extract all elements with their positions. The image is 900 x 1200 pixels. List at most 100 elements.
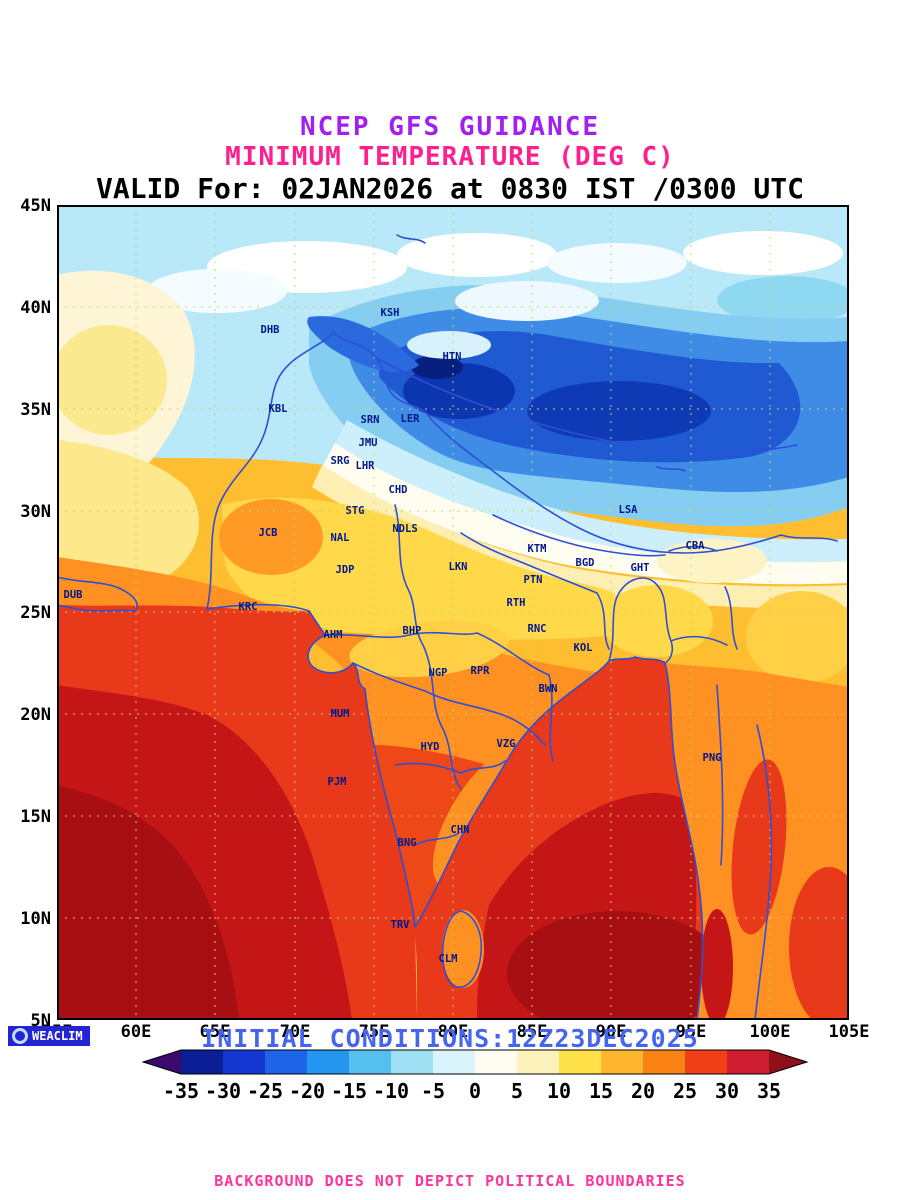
map-frame — [57, 205, 849, 1020]
station-label-krc: KRC — [238, 601, 258, 613]
station-label-dhb: DHB — [260, 324, 280, 336]
colorbar-tick: 25 — [673, 1079, 697, 1103]
colorbar-segment — [349, 1050, 391, 1074]
colorbar-segment — [475, 1050, 517, 1074]
station-label-srn: SRN — [360, 414, 380, 426]
colorbar-segment — [223, 1050, 265, 1074]
station-label-bhp: BHP — [402, 625, 422, 637]
lon-tick-90e: 90E — [595, 1022, 627, 1042]
lat-tick-10n: 10N — [20, 909, 51, 929]
station-label-cba: CBA — [685, 540, 705, 552]
colorbar-outline — [141, 1049, 809, 1075]
lon-tick-95e: 95E — [675, 1022, 707, 1042]
colorbar-tick: -5 — [421, 1079, 445, 1103]
colorbar-tick: -35 — [163, 1079, 199, 1103]
weaclim-logo-badge: WEACLIM — [8, 1026, 90, 1046]
station-label-rnc: RNC — [527, 623, 547, 635]
station-label-chd: CHD — [388, 484, 408, 496]
station-label-nal: NAL — [330, 532, 350, 544]
lon-tick-85e: 85E — [516, 1022, 548, 1042]
station-label-bng: BNG — [397, 837, 417, 849]
initial-conditions-text: INITIAL CONDITIONS:12Z23DEC2025 — [201, 1024, 699, 1053]
station-label-lsa: LSA — [618, 504, 638, 516]
station-label-kbl: KBL — [268, 403, 288, 415]
political-boundaries — [57, 234, 838, 1020]
colorbar-tick: -10 — [373, 1079, 409, 1103]
colorbar-tick: 30 — [715, 1079, 739, 1103]
lat-tick-45n: 45N — [20, 196, 51, 216]
station-label-ptn: PTN — [523, 574, 543, 586]
station-label-chn: CHN — [450, 824, 470, 836]
temperature-field-map — [57, 205, 849, 1020]
station-label-trv: TRV — [390, 919, 410, 931]
lon-tick-70e: 70E — [279, 1022, 311, 1042]
weaclim-logo-icon — [12, 1028, 28, 1044]
station-label-lhr: LHR — [355, 460, 375, 472]
map-panel: KSH DHB HTN KBL SRN LER JMU SRG LHR CHD … — [20, 196, 869, 1042]
station-label-rth: RTH — [506, 597, 526, 609]
lon-tick-75e: 75E — [358, 1022, 390, 1042]
station-label-clm: CLM — [438, 953, 458, 965]
title-valid-time: VALID For: 02JAN2026 at 0830 IST /0300 U… — [95, 172, 804, 205]
colorbar-tick: -15 — [331, 1079, 367, 1103]
station-label-bwn: BWN — [538, 683, 558, 695]
colorbar-tick: 35 — [757, 1079, 781, 1103]
lat-tick-25n: 25N — [20, 603, 51, 623]
lon-tick-105e: 105E — [828, 1022, 870, 1042]
station-label-pjm: PJM — [327, 776, 347, 788]
station-label-ksh: KSH — [380, 307, 400, 319]
station-label-rpr: RPR — [470, 665, 490, 677]
station-label-stg: STG — [345, 505, 365, 517]
colorbar-tick: 20 — [631, 1079, 655, 1103]
station-label-jdp: JDP — [335, 564, 355, 576]
station-label-ngp: NGP — [428, 667, 448, 679]
station-label-dub: DUB — [63, 589, 83, 601]
colorbar-right-arrow — [769, 1050, 807, 1074]
station-label-srg: SRG — [330, 455, 350, 467]
disclaimer-text: BACKGROUND DOES NOT DEPICT POLITICAL BOU… — [214, 1172, 686, 1190]
temperature-colorbar: -35 -30 -25 -20 -15 -10 -5 0 5 10 15 20 … — [141, 1049, 809, 1103]
colorbar-segment — [265, 1050, 307, 1074]
colorbar-tick: -30 — [205, 1079, 241, 1103]
colorbar-tick: -25 — [247, 1079, 283, 1103]
colorbar-left-arrow — [143, 1050, 181, 1074]
colorbar-segment — [727, 1050, 769, 1074]
station-label-ght: GHT — [630, 562, 650, 574]
colorbar-segment — [601, 1050, 643, 1074]
lat-tick-15n: 15N — [20, 807, 51, 827]
lon-tick-100e: 100E — [749, 1022, 791, 1042]
colorbar-tick: 5 — [511, 1079, 523, 1103]
lon-tick-65e: 65E — [199, 1022, 231, 1042]
station-label-lkn: LKN — [448, 561, 468, 573]
lon-tick-60e: 60E — [120, 1022, 152, 1042]
title-model: NCEP GFS GUIDANCE — [299, 112, 601, 142]
colorbar-segment — [391, 1050, 433, 1074]
colorbar-segment — [517, 1050, 559, 1074]
colorbar-tick: 0 — [469, 1079, 481, 1103]
lat-tick-40n: 40N — [20, 298, 51, 318]
colorbar-segment — [307, 1050, 349, 1074]
colorbar-segment — [685, 1050, 727, 1074]
station-label-bgd: BGD — [575, 557, 595, 569]
title-field: MINIMUM TEMPERATURE (DEG C) — [225, 142, 675, 172]
lat-tick-20n: 20N — [20, 705, 51, 725]
colorbar-tick: -20 — [289, 1079, 325, 1103]
colorbar-segment — [643, 1050, 685, 1074]
colorbar-segment — [181, 1050, 223, 1074]
station-label-ndls: NDLS — [392, 523, 418, 535]
station-label-vzg: VZG — [496, 738, 516, 750]
lat-tick-30n: 30N — [20, 502, 51, 522]
colorbar-segment — [559, 1050, 601, 1074]
station-label-ktm: KTM — [527, 543, 547, 555]
station-label-kol: KOL — [573, 642, 593, 654]
station-label-htn: HTN — [442, 351, 462, 363]
lat-tick-35n: 35N — [20, 400, 51, 420]
station-label-png: PNG — [702, 752, 722, 764]
station-label-jmu: JMU — [358, 437, 378, 449]
colorbar-tick: 15 — [589, 1079, 613, 1103]
weaclim-logo-text: WEACLIM — [32, 1029, 83, 1043]
station-label-jcb: JCB — [258, 527, 278, 539]
lon-tick-80e: 80E — [437, 1022, 469, 1042]
station-label-mum: MUM — [330, 708, 350, 720]
